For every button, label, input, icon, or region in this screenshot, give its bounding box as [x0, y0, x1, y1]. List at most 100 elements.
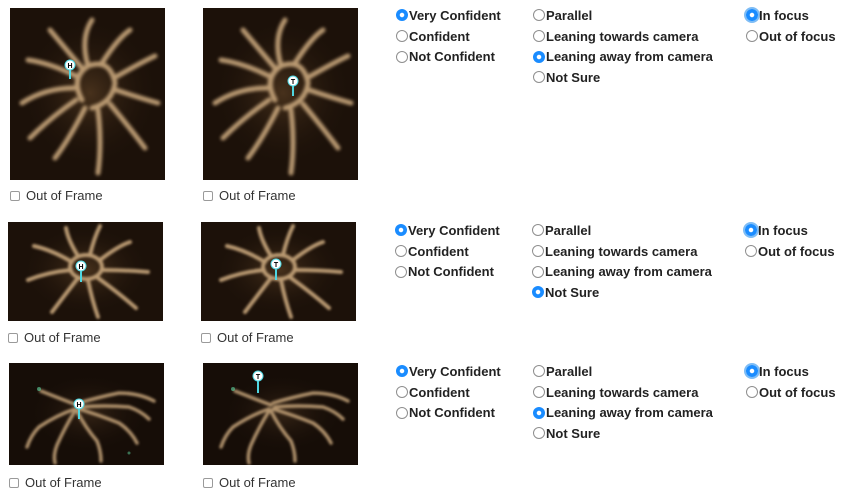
checkbox-box[interactable] — [203, 477, 213, 488]
orientation-option[interactable]: Leaning towards camera — [533, 382, 713, 403]
confidence-option[interactable]: Confident — [396, 26, 501, 47]
radio-button[interactable] — [533, 406, 545, 419]
orientation-option[interactable]: Leaning away from camera — [533, 402, 713, 423]
focus-radio-group: In focus Out of focus — [746, 361, 836, 402]
radio-button[interactable] — [746, 30, 758, 43]
confidence-option[interactable]: Very Confident — [395, 220, 500, 241]
radio-button[interactable] — [746, 386, 758, 399]
out-of-frame-label: Out of Frame — [219, 475, 296, 490]
option-label: Very Confident — [409, 7, 501, 23]
orientation-option[interactable]: Leaning away from camera — [532, 261, 712, 282]
radio-button[interactable] — [533, 365, 545, 378]
option-label: Not Sure — [546, 425, 601, 441]
organism-image-tail: T — [201, 222, 356, 321]
orientation-radio-group: Parallel Leaning towards camera Leaning … — [533, 5, 713, 88]
organism-image-tail: T — [203, 8, 358, 180]
orientation-option[interactable]: Not Sure — [532, 282, 712, 303]
option-label: Not Sure — [546, 69, 601, 85]
out-of-frame-label: Out of Frame — [217, 330, 294, 345]
orientation-option[interactable]: Parallel — [532, 220, 712, 241]
option-label: Confident — [408, 243, 469, 259]
confidence-option[interactable]: Confident — [396, 382, 501, 403]
focus-option[interactable]: In focus — [746, 5, 836, 26]
radio-button[interactable] — [745, 224, 757, 237]
out-of-frame-checkbox[interactable]: Out of Frame — [10, 188, 103, 203]
option-label: In focus — [758, 222, 808, 238]
focus-option[interactable]: Out of focus — [746, 382, 836, 403]
confidence-option[interactable]: Not Confident — [396, 402, 501, 423]
option-label: Leaning towards camera — [546, 384, 699, 400]
focus-option[interactable]: In focus — [746, 361, 836, 382]
organism-photo: H — [9, 363, 164, 465]
orientation-option[interactable]: Leaning towards camera — [533, 26, 713, 47]
radio-button[interactable] — [532, 265, 544, 278]
confidence-option[interactable]: Very Confident — [396, 361, 501, 382]
option-label: Out of focus — [759, 384, 836, 400]
radio-button[interactable] — [396, 30, 408, 43]
focus-option[interactable]: In focus — [745, 220, 835, 241]
checkbox-box[interactable] — [10, 190, 20, 201]
organism-photo: T — [201, 222, 356, 321]
head-marker-label: H — [67, 63, 72, 70]
orientation-option[interactable]: Not Sure — [533, 423, 713, 444]
option-label: Not Confident — [409, 405, 495, 421]
option-label: Confident — [409, 384, 470, 400]
checkbox-box[interactable] — [203, 190, 213, 201]
out-of-frame-label: Out of Frame — [219, 188, 296, 203]
option-label: In focus — [759, 363, 809, 379]
out-of-frame-checkbox[interactable]: Out of Frame — [8, 330, 101, 345]
radio-button[interactable] — [395, 245, 407, 258]
radio-button[interactable] — [396, 9, 408, 22]
out-of-frame-checkbox[interactable]: Out of Frame — [203, 188, 296, 203]
radio-button[interactable] — [746, 365, 758, 378]
annotation-row-1: H Out of Frame — [0, 0, 846, 210]
orientation-option[interactable]: Leaning away from camera — [533, 46, 713, 67]
radio-button[interactable] — [533, 9, 545, 22]
confidence-option[interactable]: Not Confident — [395, 261, 500, 282]
radio-button[interactable] — [533, 71, 545, 84]
radio-button[interactable] — [395, 265, 407, 278]
radio-button[interactable] — [745, 245, 757, 258]
focus-option[interactable]: Out of focus — [746, 26, 836, 47]
radio-button[interactable] — [532, 224, 544, 237]
radio-button[interactable] — [395, 224, 407, 237]
option-label: Not Sure — [545, 284, 600, 300]
confidence-option[interactable]: Very Confident — [396, 5, 501, 26]
orientation-option[interactable]: Parallel — [533, 361, 713, 382]
option-label: Leaning towards camera — [545, 243, 698, 259]
out-of-frame-checkbox[interactable]: Out of Frame — [9, 475, 102, 490]
option-label: In focus — [759, 7, 809, 23]
focus-radio-group: In focus Out of focus — [745, 220, 835, 261]
radio-button[interactable] — [532, 245, 544, 258]
orientation-option[interactable]: Leaning towards camera — [532, 241, 712, 262]
organism-photo: H — [10, 8, 165, 180]
option-label: Very Confident — [409, 363, 501, 379]
radio-button[interactable] — [396, 50, 408, 63]
head-marker-label: H — [78, 264, 83, 271]
confidence-option[interactable]: Not Confident — [396, 46, 501, 67]
organism-image-tail: T — [203, 363, 358, 465]
radio-button[interactable] — [533, 30, 545, 43]
organism-image-head: H — [10, 8, 165, 180]
radio-button[interactable] — [396, 406, 408, 419]
option-label: Not Confident — [408, 264, 494, 280]
option-label: Leaning away from camera — [545, 264, 712, 280]
radio-button[interactable] — [532, 286, 544, 299]
radio-button[interactable] — [396, 386, 408, 399]
tail-marker-label: T — [274, 262, 279, 269]
radio-button[interactable] — [533, 50, 545, 63]
radio-button[interactable] — [746, 9, 758, 22]
radio-button[interactable] — [533, 427, 545, 440]
out-of-frame-checkbox[interactable]: Out of Frame — [201, 330, 294, 345]
radio-button[interactable] — [396, 365, 408, 378]
checkbox-box[interactable] — [201, 332, 211, 343]
focus-option[interactable]: Out of focus — [745, 241, 835, 262]
checkbox-box[interactable] — [9, 477, 19, 488]
checkbox-box[interactable] — [8, 332, 18, 343]
radio-button[interactable] — [533, 386, 545, 399]
out-of-frame-checkbox[interactable]: Out of Frame — [203, 475, 296, 490]
option-label: Parallel — [546, 7, 593, 23]
orientation-option[interactable]: Not Sure — [533, 67, 713, 88]
orientation-option[interactable]: Parallel — [533, 5, 713, 26]
confidence-option[interactable]: Confident — [395, 241, 500, 262]
